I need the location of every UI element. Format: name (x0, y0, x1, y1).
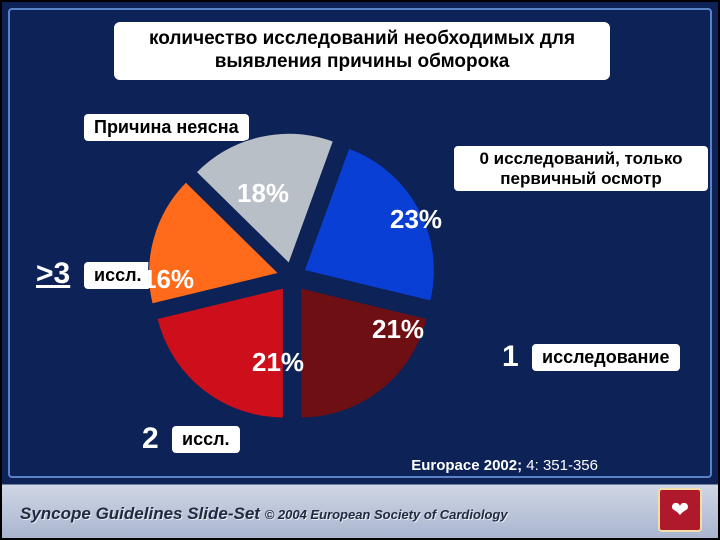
pie-percent-label: 23% (390, 204, 442, 235)
pie-chart: 23%21%21%16%18% (152, 142, 432, 412)
slide-title: количество исследований необходимых для … (112, 20, 612, 82)
citation: Europace 2002; 4: 351-356 (411, 457, 598, 474)
footer-sub: © 2004 European Society of Cardiology (265, 507, 508, 522)
slide-root: количество исследований необходимых для … (0, 0, 720, 540)
footer-text: Syncope Guidelines Slide-Set © 2004 Euro… (20, 504, 508, 524)
label-one-test: исследование (530, 342, 682, 373)
pie-percent-label: 21% (372, 314, 424, 345)
esc-logo: ❤ (658, 488, 702, 532)
num-two: 2 (142, 422, 159, 456)
num-gte3: >3 (36, 257, 70, 291)
num-one: 1 (502, 340, 519, 374)
pie-percent-label: 18% (237, 178, 289, 209)
label-two-tests: иссл. (170, 424, 242, 455)
citation-ref: 4: 351-356 (526, 457, 598, 474)
pie-percent-label: 21% (252, 347, 304, 378)
pie-slice (301, 288, 427, 418)
footer-main: Syncope Guidelines Slide-Set (20, 504, 260, 523)
footer-bar: Syncope Guidelines Slide-Set © 2004 Euro… (2, 484, 718, 538)
pie-percent-label: 16% (142, 264, 194, 295)
citation-journal: Europace 2002; (411, 457, 522, 474)
label-zero-tests: 0 исследований, только первичный осмотр (452, 144, 710, 193)
label-unknown-cause: Причина неясна (82, 112, 251, 143)
